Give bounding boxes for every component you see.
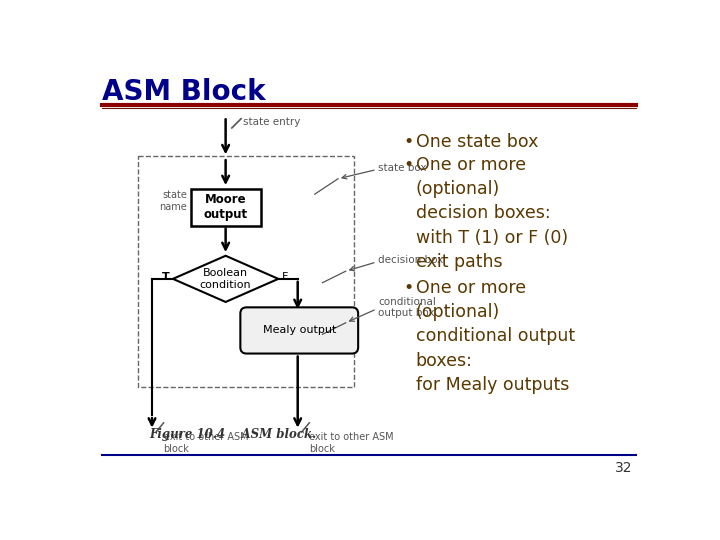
Text: ASM Block: ASM Block (102, 78, 265, 106)
Text: T: T (162, 272, 170, 282)
FancyBboxPatch shape (191, 189, 261, 226)
Text: state box: state box (378, 163, 427, 173)
Text: decision box: decision box (378, 255, 444, 265)
Text: F: F (282, 272, 288, 282)
Text: exit to other ASM
block: exit to other ASM block (310, 432, 394, 454)
Text: exit to other ASM
block: exit to other ASM block (163, 432, 248, 454)
Polygon shape (173, 256, 279, 302)
FancyBboxPatch shape (240, 307, 358, 354)
Text: •: • (404, 132, 414, 151)
Text: state
name: state name (159, 190, 187, 212)
Text: conditional
output box: conditional output box (378, 296, 436, 318)
Text: One or more
(optional)
decision boxes:
with T (1) or F (0)
exit paths: One or more (optional) decision boxes: w… (415, 156, 567, 271)
Text: Boolean
condition: Boolean condition (200, 268, 251, 289)
Text: 32: 32 (615, 461, 632, 475)
Text: One or more
(optional)
conditional output
boxes:
for Mealy outputs: One or more (optional) conditional outpu… (415, 279, 575, 394)
Text: state entry: state entry (243, 117, 300, 127)
Text: •: • (404, 279, 414, 297)
Text: •: • (404, 156, 414, 174)
Text: Figure 10.4    ASM block.: Figure 10.4 ASM block. (150, 428, 317, 441)
Text: One state box: One state box (415, 132, 538, 151)
Text: Moore
output: Moore output (204, 193, 248, 221)
Text: Mealy output: Mealy output (263, 326, 336, 335)
